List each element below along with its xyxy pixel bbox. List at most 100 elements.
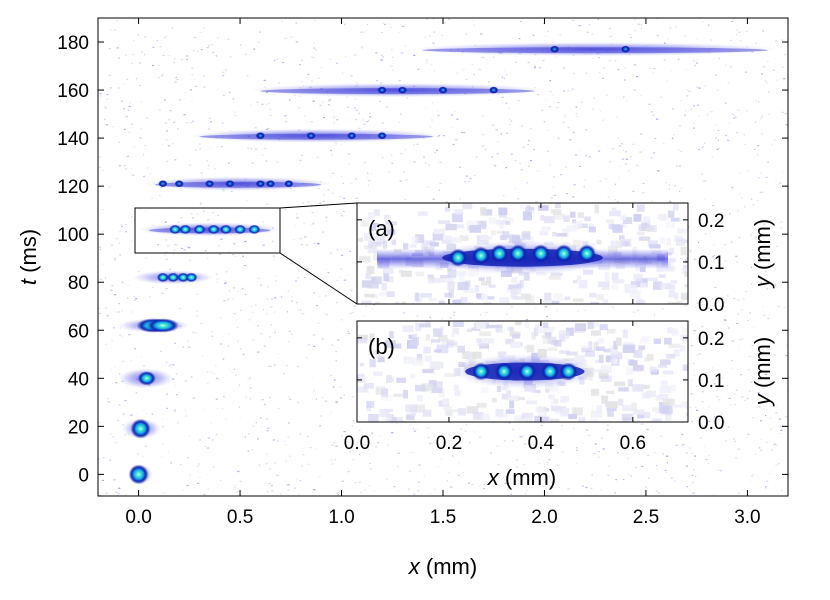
noise-speck xyxy=(188,435,191,437)
noise-speck xyxy=(724,102,727,104)
noise-speck xyxy=(117,57,121,59)
noise-speck xyxy=(425,107,427,109)
noise-speck xyxy=(222,358,225,360)
noise-patch xyxy=(503,217,512,222)
noise-speck xyxy=(251,162,254,164)
noise-speck xyxy=(480,314,482,316)
noise-patch xyxy=(684,271,688,277)
noise-speck xyxy=(118,303,120,305)
noise-patch xyxy=(534,415,542,422)
noise-patch xyxy=(550,401,558,409)
noise-patch xyxy=(614,381,626,387)
noise-speck xyxy=(604,117,606,120)
noise-patch xyxy=(519,205,525,210)
noise-speck xyxy=(664,469,667,471)
noise-speck xyxy=(186,59,189,61)
noise-speck xyxy=(166,393,168,395)
noise-patch xyxy=(375,235,386,245)
noise-speck xyxy=(581,485,584,487)
noise-speck xyxy=(335,143,337,145)
noise-speck xyxy=(233,243,236,245)
noise-speck xyxy=(784,113,787,115)
noise-speck xyxy=(773,443,776,445)
noise-speck xyxy=(325,216,328,218)
noise-speck xyxy=(302,313,305,315)
noise-speck xyxy=(124,494,127,496)
noise-speck xyxy=(231,371,233,373)
noise-speck xyxy=(118,141,120,143)
noise-patch xyxy=(457,345,465,353)
noise-speck xyxy=(446,480,448,482)
noise-patch xyxy=(421,321,431,326)
inset-a: 0.00.10.2 (a) y (mm) xyxy=(356,202,775,316)
noise-speck xyxy=(538,462,540,464)
noise-patch xyxy=(658,274,666,278)
noise-patch xyxy=(499,296,510,303)
noise-speck xyxy=(705,459,708,461)
noise-speck xyxy=(534,66,536,68)
noise-patch xyxy=(499,329,505,333)
noise-speck xyxy=(406,97,409,99)
noise-speck xyxy=(757,200,759,202)
noise-speck xyxy=(777,305,780,308)
noise-patch xyxy=(501,393,509,400)
noise-speck xyxy=(336,301,338,304)
noise-speck xyxy=(370,468,372,470)
noise-speck xyxy=(270,324,272,326)
noise-patch xyxy=(385,340,396,349)
noise-speck xyxy=(254,304,257,306)
noise-speck xyxy=(390,423,393,425)
noise-speck xyxy=(261,399,264,401)
noise-patch xyxy=(392,343,402,349)
noise-speck xyxy=(618,137,619,139)
inset-b-y-ticks: 0.00.10.2 xyxy=(357,329,724,434)
noise-patch xyxy=(395,417,403,422)
noise-speck xyxy=(266,418,268,420)
noise-patch xyxy=(396,377,407,383)
noise-speck xyxy=(607,474,610,476)
noise-speck xyxy=(315,398,317,400)
noise-speck xyxy=(211,439,214,441)
noise-speck xyxy=(565,193,568,195)
noise-speck xyxy=(637,23,640,25)
noise-speck xyxy=(737,109,740,111)
noise-speck xyxy=(775,178,777,180)
noise-patch xyxy=(443,278,454,283)
noise-speck xyxy=(163,99,166,101)
noise-patch xyxy=(362,377,368,384)
noise-patch xyxy=(623,217,633,224)
noise-speck xyxy=(650,111,654,113)
noise-speck xyxy=(161,75,163,77)
noise-patch xyxy=(551,405,563,412)
noise-speck xyxy=(244,240,247,243)
noise-patch xyxy=(402,325,414,333)
noise-speck xyxy=(648,477,650,479)
noise-speck xyxy=(433,70,436,72)
noise-speck xyxy=(177,422,179,424)
noise-speck xyxy=(130,414,133,416)
noise-patch xyxy=(638,224,651,231)
noise-patch xyxy=(522,211,532,221)
noise-patch xyxy=(424,240,436,246)
noise-speck xyxy=(320,415,322,417)
noise-speck xyxy=(126,78,129,80)
noise-speck xyxy=(765,441,768,443)
noise-patch xyxy=(647,277,659,281)
noise-speck xyxy=(480,33,483,35)
noise-speck xyxy=(363,123,366,125)
noise-speck xyxy=(506,313,508,315)
noise-speck xyxy=(336,249,339,251)
noise-patch xyxy=(523,272,530,281)
noise-patch xyxy=(382,268,394,274)
noise-patch xyxy=(504,221,511,225)
noise-patch xyxy=(610,240,623,249)
noise-speck xyxy=(717,129,720,132)
noise-speck xyxy=(404,198,407,201)
noise-speck xyxy=(225,271,228,273)
noise-speck xyxy=(246,200,248,202)
noise-speck xyxy=(662,453,664,455)
noise-speck xyxy=(705,233,707,235)
noise-speck xyxy=(99,312,101,314)
noise-speck xyxy=(204,445,206,447)
noise-speck xyxy=(482,115,485,117)
